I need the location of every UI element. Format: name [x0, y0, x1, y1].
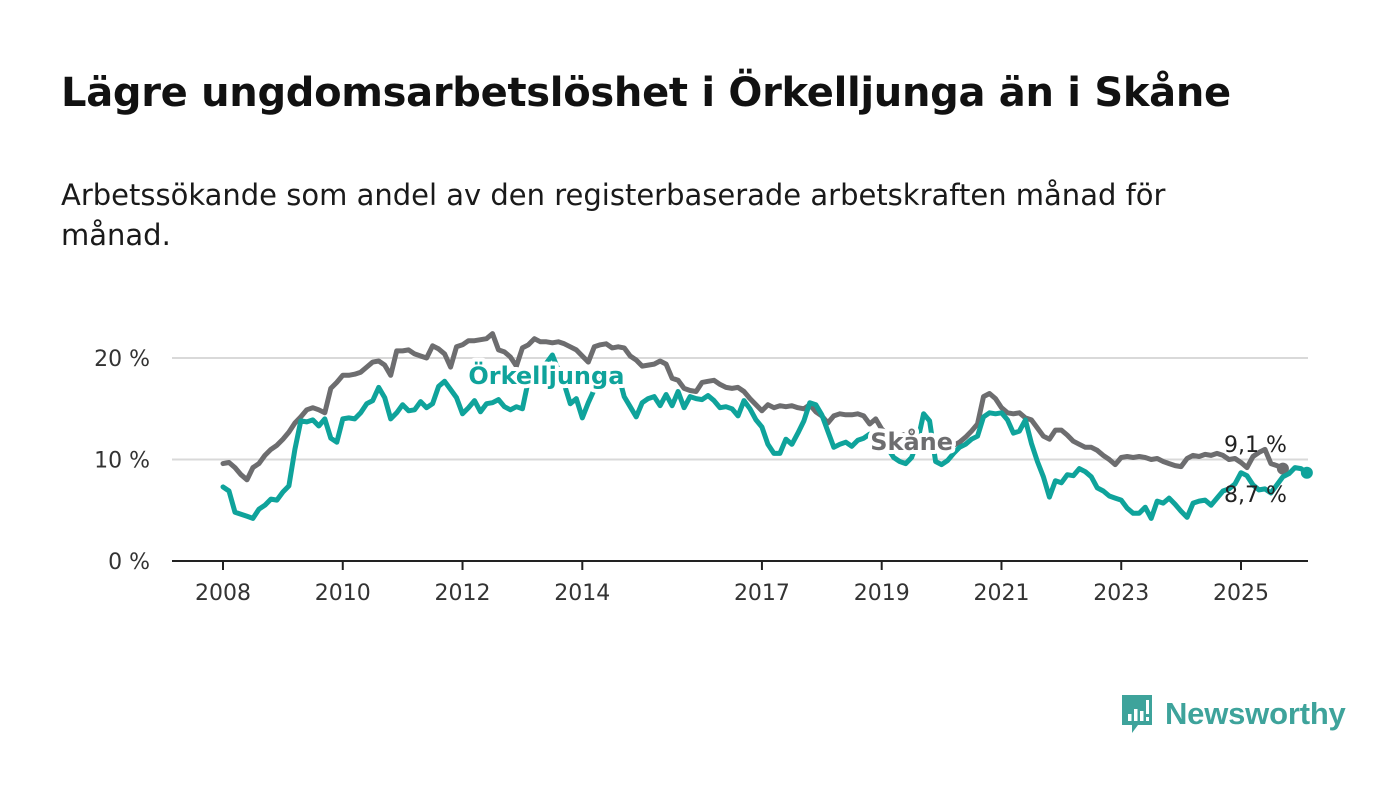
chart-title: Lägre ungdomsarbetslöshet i Örkelljunga …	[61, 70, 1231, 116]
chart-subtitle: Arbetssökande som andel av den registerb…	[61, 178, 1166, 252]
end-label-skane: 9,1 %	[1224, 433, 1287, 458]
series-label-halo-skane: Skåne	[870, 427, 953, 456]
series-line-skane	[220, 331, 1286, 483]
x-tick-label: 2017	[734, 581, 790, 606]
brand-name: Newsworthy	[1165, 696, 1346, 731]
series-line-orkelljunga	[220, 352, 1310, 521]
x-tick-label: 2021	[973, 581, 1029, 606]
y-tick-label: 20 %	[94, 347, 150, 372]
series-label-skane: Skåne	[870, 427, 953, 456]
brand-logo: Newsworthy	[1119, 692, 1346, 736]
series-lines	[220, 331, 1313, 521]
x-tick-label: 2008	[195, 581, 251, 606]
x-tick-label: 2014	[554, 581, 610, 606]
end-point-orkelljunga	[1300, 466, 1313, 479]
newsworthy-logo-icon	[1122, 695, 1152, 733]
y-tick-label: 10 %	[94, 449, 150, 474]
series-label-orkelljunga: Örkelljunga	[468, 360, 624, 390]
x-tick-label: 2023	[1093, 581, 1149, 606]
x-tick-label: 2019	[854, 581, 910, 606]
x-tick-label: 2010	[315, 581, 371, 606]
end-label-orkelljunga: 8,7 %	[1224, 483, 1287, 508]
x-axis: 2008 2010 2012 2014 2017 2019 2021 2023 2025	[172, 560, 1308, 606]
end-point-skane	[1276, 462, 1289, 475]
x-tick-label: 2012	[435, 581, 491, 606]
series-label-halo-orkelljunga: Örkelljunga	[468, 360, 624, 390]
x-tick-label: 2025	[1213, 581, 1269, 606]
y-axis-tick-labels: 0 % 10 % 20 %	[94, 347, 150, 575]
y-tick-label: 0 %	[108, 550, 150, 575]
